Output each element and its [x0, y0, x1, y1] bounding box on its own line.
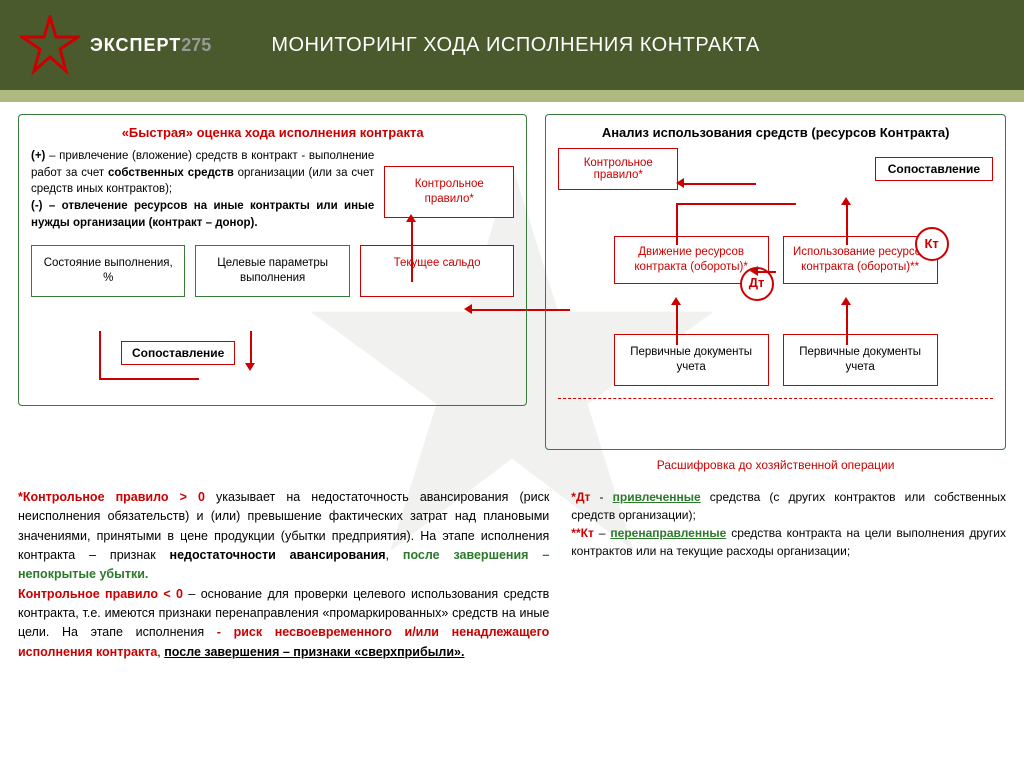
- right-row3: Первичные документы учета Первичные доку…: [558, 334, 993, 386]
- r-arrow-h1: [682, 183, 756, 185]
- r-arrow-h2a: [676, 203, 796, 205]
- header: ЭКСПЕРТ275 МОНИТОРИНГ ХОДА ИСПОЛНЕНИЯ КО…: [0, 0, 1024, 90]
- r-arrow-head4b: [841, 297, 851, 305]
- r-arrow-v4b: [846, 303, 848, 345]
- decode-text: Расшифровка до хозяйственной операции: [545, 458, 1006, 472]
- r-arrow-v2a: [676, 203, 678, 245]
- r-arrow-head2b: [841, 197, 851, 205]
- left-box-saldo: Текущее сальдо: [360, 245, 514, 297]
- logo-number: 275: [181, 35, 211, 55]
- r-arrow-h3: [756, 271, 776, 273]
- bottom-left-text: *Контрольное правило > 0 указывает на не…: [18, 488, 549, 662]
- star-logo-icon: [20, 15, 80, 75]
- left-box-state: Состояние выполнения, %: [31, 245, 185, 297]
- left-panel-title: «Быстрая» оценка хода исполнения контрак…: [31, 125, 514, 140]
- left-panel: «Быстрая» оценка хода исполнения контрак…: [18, 114, 527, 406]
- logo-text: ЭКСПЕРТ275: [90, 35, 211, 56]
- r-arrow-head1: [676, 178, 684, 188]
- right-box-dt: Движение ресурсов контракта (обороты)* Д…: [614, 236, 769, 284]
- bottom-right-text: *Дт - привлеченные средства (с других ко…: [571, 488, 1006, 662]
- right-row1: Контрольное правило* Сопоставление: [558, 148, 993, 190]
- right-control-box: Контрольное правило*: [558, 148, 678, 190]
- bottom-section: *Контрольное правило > 0 указывает на не…: [18, 488, 1006, 662]
- right-sopo-box: Сопоставление: [875, 157, 993, 181]
- header-stripe: [0, 90, 1024, 102]
- page-title: МОНИТОРИНГ ХОДА ИСПОЛНЕНИЯ КОНТРАКТА: [271, 34, 759, 57]
- r-arrow-head4a: [671, 297, 681, 305]
- arrow-v3: [411, 220, 413, 282]
- right-box-kt: Использование ресурсов контракта (оборот…: [783, 236, 938, 284]
- left-control-box: Контрольное правило*: [384, 166, 514, 218]
- left-row-boxes: Состояние выполнения, % Целевые параметр…: [31, 245, 514, 297]
- dashed-line: [558, 398, 993, 399]
- logo-area: ЭКСПЕРТ275: [20, 15, 211, 75]
- logo-brand: ЭКСПЕРТ: [90, 35, 181, 55]
- left-box-target: Целевые параметры выполнения: [195, 245, 349, 297]
- arrow-v2: [99, 331, 101, 379]
- right-row2: Движение ресурсов контракта (обороты)* Д…: [558, 236, 993, 284]
- content: «Быстрая» оценка хода исполнения контрак…: [0, 102, 1024, 674]
- right-panel-title: Анализ использования средств (ресурсов К…: [558, 125, 993, 140]
- r-arrow-v2b: [846, 203, 848, 245]
- r-arrow-v4a: [676, 303, 678, 345]
- arrow-h2: [99, 378, 199, 380]
- r-arrow-head3: [750, 266, 758, 276]
- right-doc-box-1: Первичные документы учета: [614, 334, 769, 386]
- kt-badge: Кт: [915, 227, 949, 261]
- left-sopo-box: Сопоставление: [121, 341, 235, 365]
- right-panel: Анализ использования средств (ресурсов К…: [545, 114, 1006, 450]
- right-doc-box-2: Первичные документы учета: [783, 334, 938, 386]
- left-sopo-wrap: Сопоставление: [121, 341, 514, 365]
- arrow-head3: [406, 214, 416, 222]
- left-intro-text: (+) – привлечение (вложение) средств в к…: [31, 148, 374, 231]
